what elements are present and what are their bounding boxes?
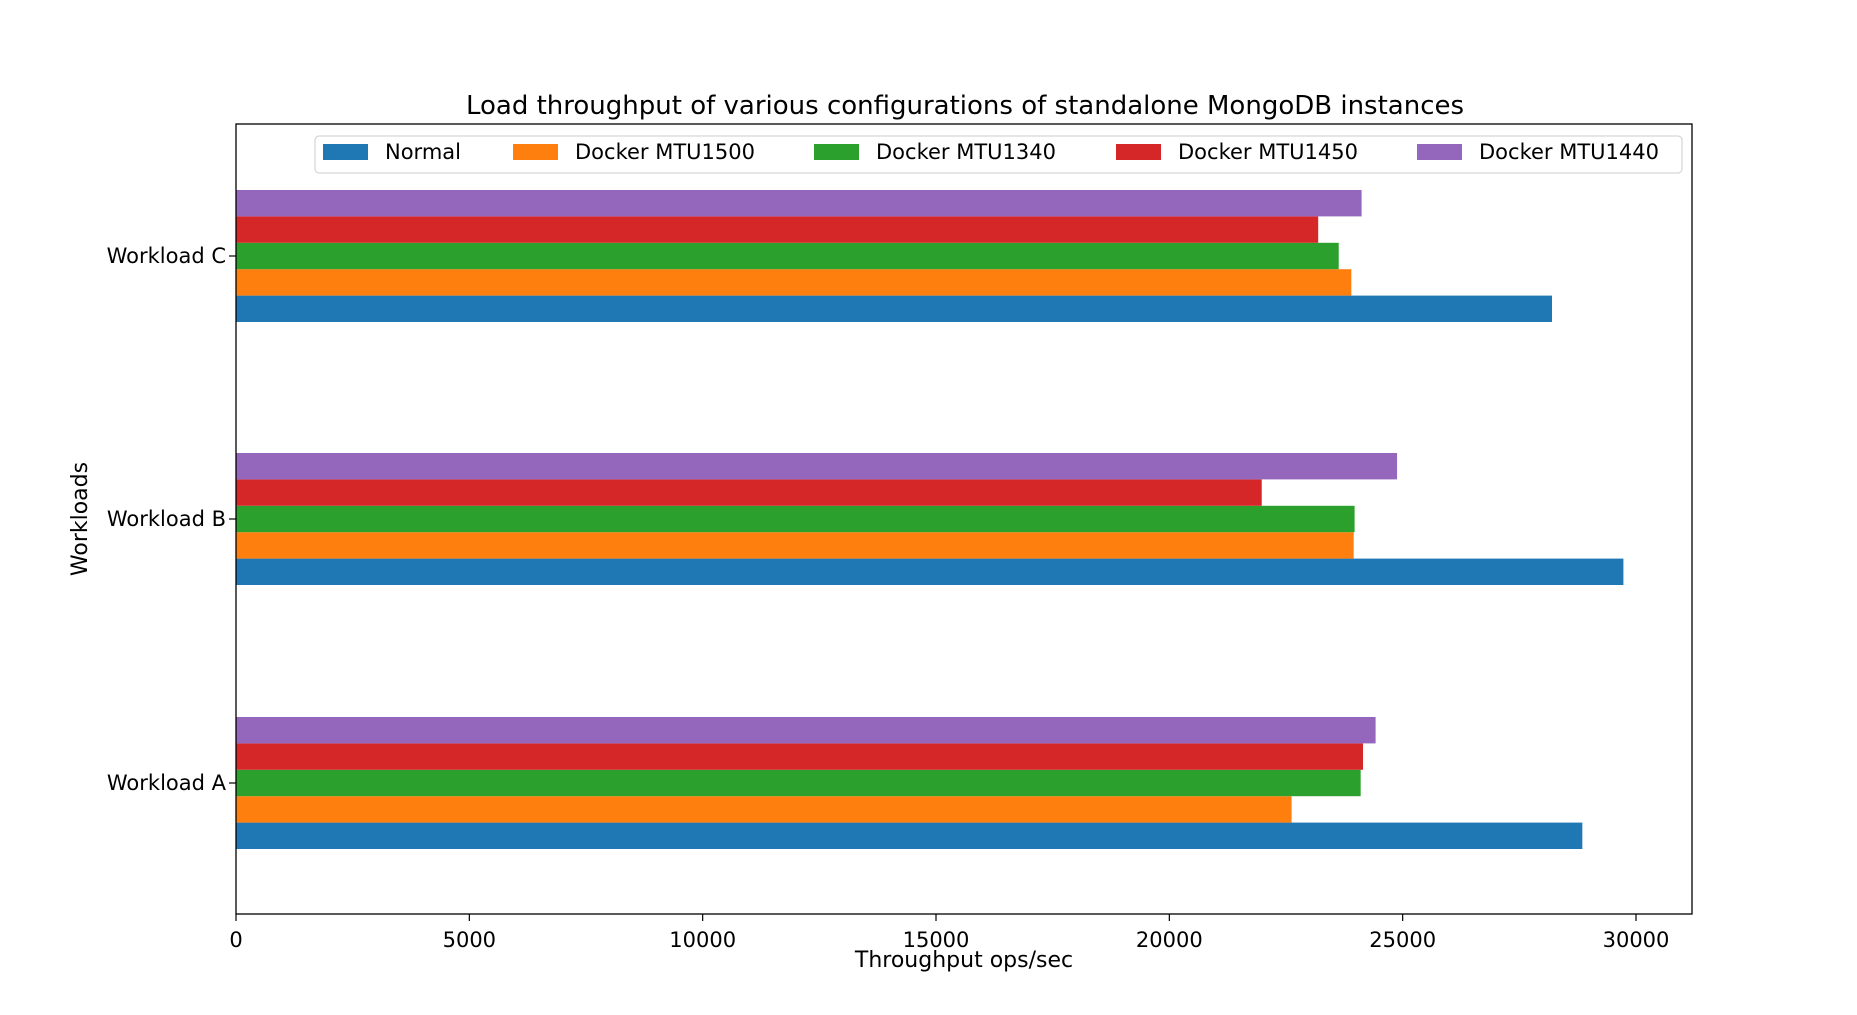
bar-workload-a-docker-mtu1450 [236, 743, 1363, 770]
x-tick-label: 20000 [1136, 928, 1203, 952]
legend-label: Docker MTU1340 [876, 140, 1056, 164]
legend-swatch [1417, 144, 1462, 160]
legend: Normal Docker MTU1500 Docker MTU1340 Docker… [314, 135, 1683, 174]
bar-workload-c-normal [236, 295, 1552, 322]
x-axis-label: Throughput ops/sec [854, 948, 1073, 973]
bar-workload-a-normal [236, 822, 1583, 849]
bar-workload-c-docker-mtu1500 [236, 269, 1352, 296]
bars-group [236, 190, 1624, 849]
legend-label: Docker MTU1450 [1178, 140, 1358, 164]
ticks-group: 0 5000 10000 15000 20000 25000 30000 Workload A… [107, 244, 1670, 952]
bar-workload-a-docker-mtu1500 [236, 796, 1292, 823]
legend-swatch [323, 144, 368, 160]
y-tick-label: Workload C [107, 244, 226, 268]
bar-workload-c-docker-mtu1440 [236, 190, 1362, 217]
legend-swatch [814, 144, 859, 160]
x-tick-label: 0 [229, 928, 242, 952]
y-axis-label: Workloads [68, 462, 93, 576]
legend-swatch [513, 144, 558, 160]
bar-workload-b-docker-mtu1340 [236, 505, 1355, 533]
x-tick-label: 30000 [1603, 928, 1670, 952]
bar-workload-b-normal [236, 558, 1624, 585]
chart-title: Load throughput of various configuration… [466, 91, 1464, 121]
bar-workload-b-docker-mtu1440 [236, 453, 1398, 480]
bar-workload-b-docker-mtu1450 [236, 479, 1262, 506]
x-tick-label: 25000 [1369, 928, 1436, 952]
y-tick-label: Workload B [107, 507, 226, 531]
x-tick-label: 5000 [443, 928, 496, 952]
x-tick-label: 15000 [903, 928, 970, 952]
bar-workload-b-docker-mtu1500 [236, 532, 1354, 559]
bar-workload-c-docker-mtu1340 [236, 242, 1339, 270]
legend-frame [314, 135, 1683, 174]
bar-workload-a-docker-mtu1340 [236, 769, 1361, 797]
y-tick-label: Workload A [107, 771, 227, 795]
bar-workload-a-docker-mtu1440 [236, 717, 1376, 744]
legend-label: Docker MTU1500 [575, 140, 755, 164]
legend-label: Docker MTU1440 [1479, 140, 1659, 164]
legend-swatch [1116, 144, 1161, 160]
bar-workload-c-docker-mtu1450 [236, 216, 1319, 243]
legend-label: Normal [385, 140, 461, 164]
x-tick-label: 10000 [669, 928, 736, 952]
